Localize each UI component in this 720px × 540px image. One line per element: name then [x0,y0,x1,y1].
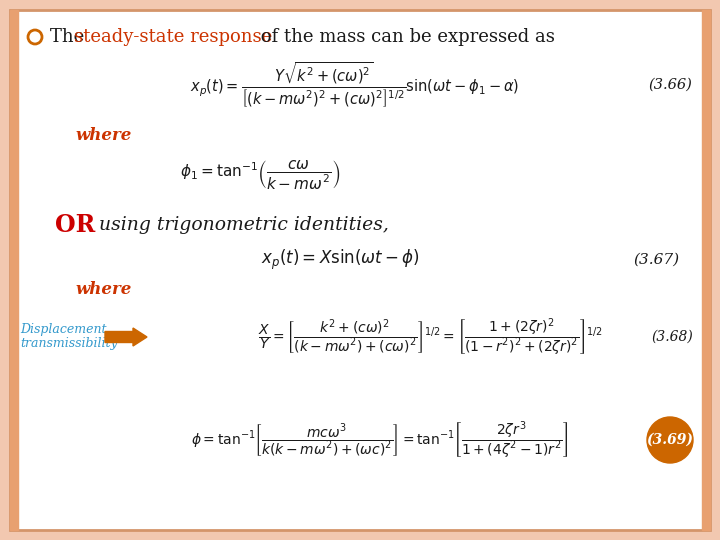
Text: steady-state response: steady-state response [74,28,272,46]
Text: Displacement: Displacement [20,323,107,336]
FancyArrow shape [105,328,147,346]
Text: OR: OR [55,213,95,237]
FancyBboxPatch shape [10,10,710,530]
Text: (3.67): (3.67) [633,253,679,267]
Text: $x_p(t) = \dfrac{Y\sqrt{k^2+(c\omega)^2}}{\left[(k-m\omega^2)^2+(c\omega)^2\righ: $x_p(t) = \dfrac{Y\sqrt{k^2+(c\omega)^2}… [190,60,520,110]
Text: $\dfrac{X}{Y} = \left[\dfrac{k^2+(c\omega)^2}{(k-m\omega^2)+(c\omega)^2}\right]^: $\dfrac{X}{Y} = \left[\dfrac{k^2+(c\omeg… [258,316,603,358]
Bar [702,10,710,530]
Text: (3.69): (3.69) [647,433,693,447]
Text: of the mass can be expressed as: of the mass can be expressed as [255,28,555,46]
Text: where: where [75,126,131,144]
Text: The: The [50,28,90,46]
Text: (3.66): (3.66) [648,78,692,92]
Text: $x_p(t) = X\sin(\omega t - \phi)$: $x_p(t) = X\sin(\omega t - \phi)$ [261,248,419,272]
Text: (3.68): (3.68) [651,330,693,344]
Circle shape [647,417,693,463]
Text: $\phi_1 = \tan^{-1}\!\left(\dfrac{c\omega}{k - m\omega^2}\right)$: $\phi_1 = \tan^{-1}\!\left(\dfrac{c\omeg… [180,159,341,192]
Text: where: where [75,281,131,299]
Text: using trigonometric identities,: using trigonometric identities, [93,216,389,234]
Text: transmissibility: transmissibility [20,338,117,350]
Text: $\phi = \tan^{-1}\!\left[\dfrac{mc\omega^3}{k(k-m\omega^2)+(\omega c)^2}\right]=: $\phi = \tan^{-1}\!\left[\dfrac{mc\omega… [192,419,569,461]
Bar [10,10,18,530]
